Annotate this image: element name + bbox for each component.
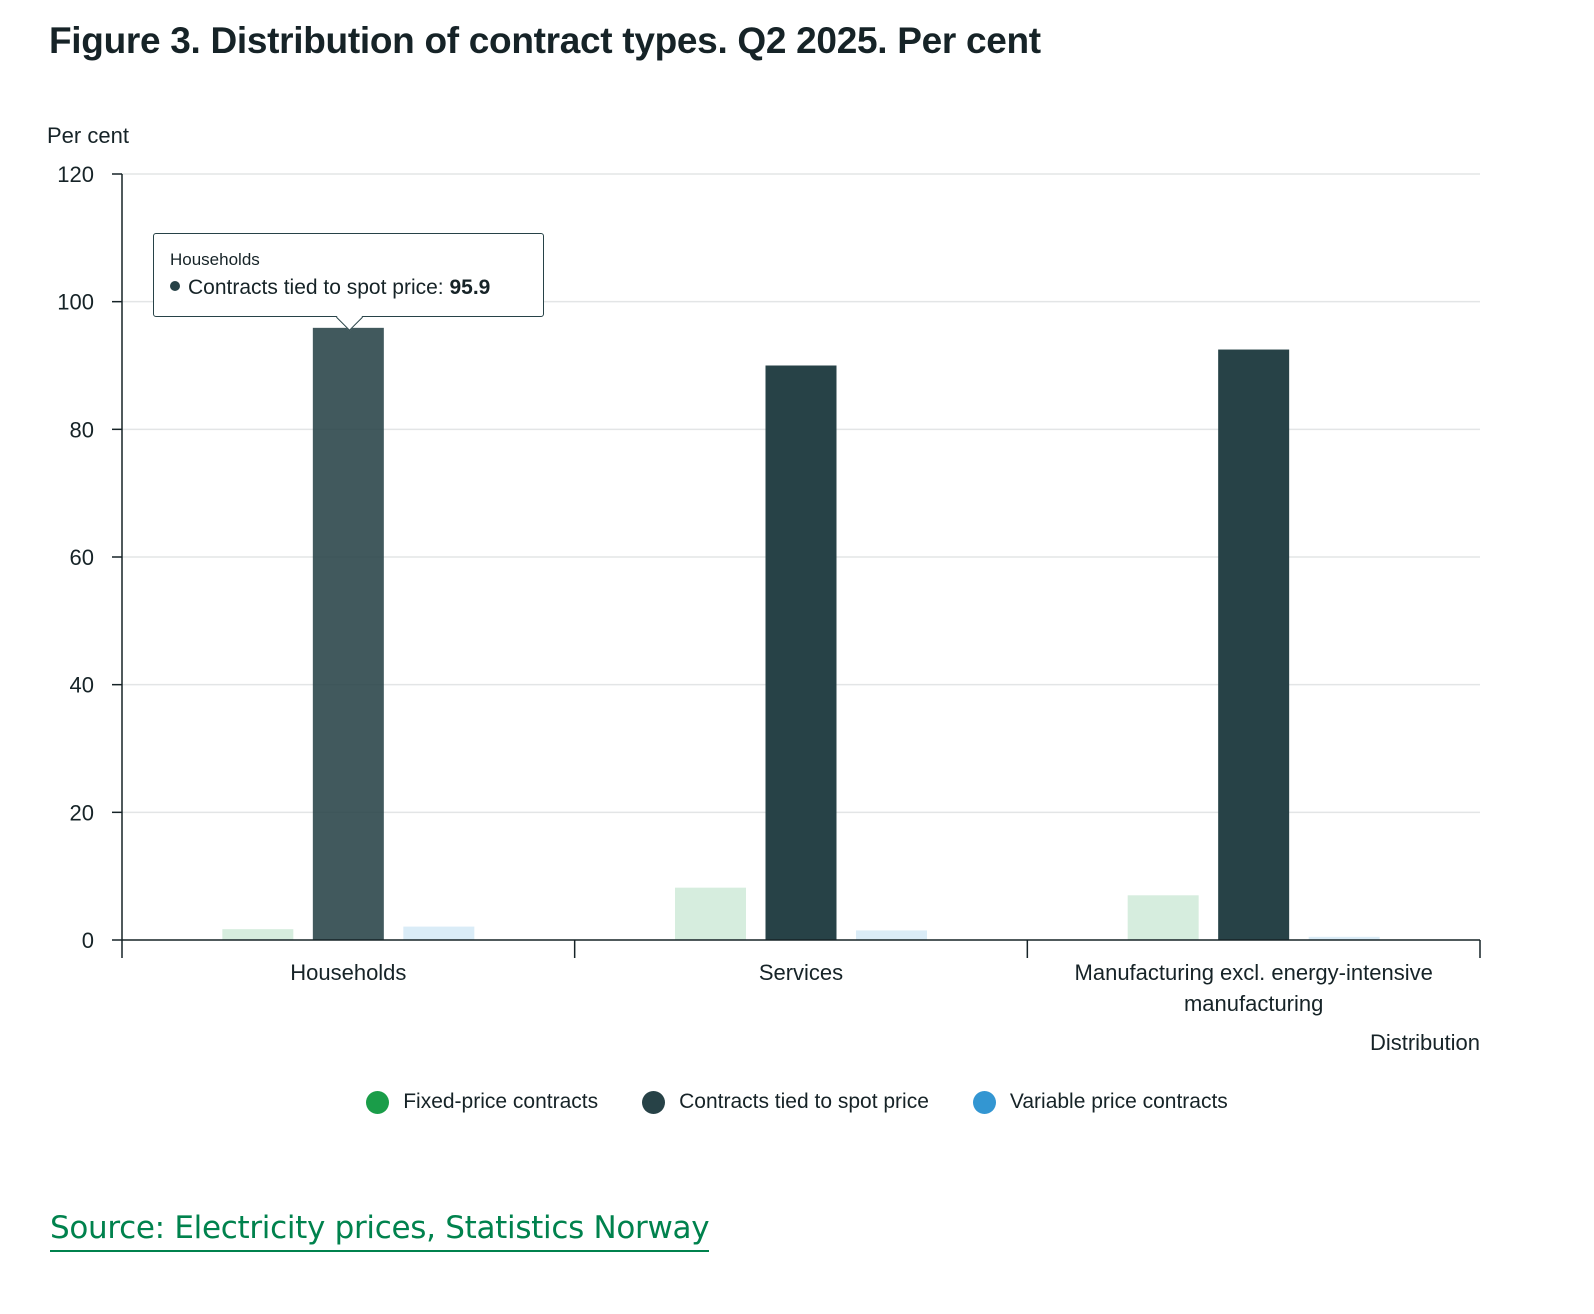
y-tick-label: 0 — [82, 928, 94, 953]
bar-households-0[interactable] — [222, 929, 294, 940]
bar-services-1[interactable] — [765, 365, 837, 941]
tooltip-line: Contracts tied to spot price: 95.9 — [170, 276, 527, 300]
legend-label: Contracts tied to spot price — [679, 1090, 929, 1113]
legend-dot-icon — [366, 1090, 390, 1114]
y-tick-label: 120 — [57, 162, 94, 187]
x-tick-label: Households — [290, 960, 406, 985]
y-tick-label: 20 — [70, 800, 94, 825]
tooltip-title: Households — [170, 250, 260, 269]
x-axis-title: Distribution — [1370, 1030, 1480, 1055]
y-tick-label: 100 — [57, 290, 94, 315]
legend-dot-icon — [972, 1090, 996, 1114]
legend-label: Fixed-price contracts — [403, 1090, 599, 1113]
y-tick-label: 60 — [70, 545, 94, 570]
legend: Fixed-price contracts Contracts tied to … — [0, 1090, 1594, 1114]
bar-services-0[interactable] — [675, 887, 746, 940]
bar-services-2[interactable] — [856, 930, 927, 940]
tooltip: Households Contracts tied to spot price:… — [153, 233, 544, 331]
bar-manufacturing-1[interactable] — [1218, 349, 1290, 941]
legend-item-variable[interactable]: Variable price contracts — [972, 1090, 1228, 1114]
y-axis-title: Per cent — [47, 123, 129, 148]
x-tick-label: Services — [759, 960, 843, 985]
legend-item-fixed[interactable]: Fixed-price contracts — [366, 1090, 598, 1114]
legend-label: Variable price contracts — [1009, 1090, 1228, 1113]
bars — [222, 327, 1380, 941]
y-tick-label: 40 — [70, 673, 94, 698]
x-tick-label: Manufacturing excl. energy-intensive manu… — [1075, 960, 1433, 1016]
tooltip-value: 95.9 — [449, 276, 491, 299]
legend-dot-icon — [642, 1090, 666, 1114]
axes: 0 20 40 60 80 100 120 Households Services Manufac… — [57, 162, 1481, 1016]
legend-item-spot[interactable]: Contracts tied to spot price — [642, 1090, 929, 1114]
source-link[interactable]: Source: Electricity prices, Statistics N… — [50, 1210, 710, 1252]
tooltip-series-label: Contracts tied to spot price: — [188, 276, 450, 299]
bar-households-2[interactable] — [403, 926, 475, 940]
bar-households-1[interactable] — [312, 327, 384, 940]
chart-title: Figure 3. Distribution of contract types… — [49, 20, 1041, 61]
bar-manufacturing-2[interactable] — [1308, 936, 1380, 940]
bar-manufacturing-0[interactable] — [1127, 895, 1199, 940]
y-tick-label: 80 — [70, 417, 94, 442]
tooltip-series-dot-icon — [170, 281, 180, 291]
